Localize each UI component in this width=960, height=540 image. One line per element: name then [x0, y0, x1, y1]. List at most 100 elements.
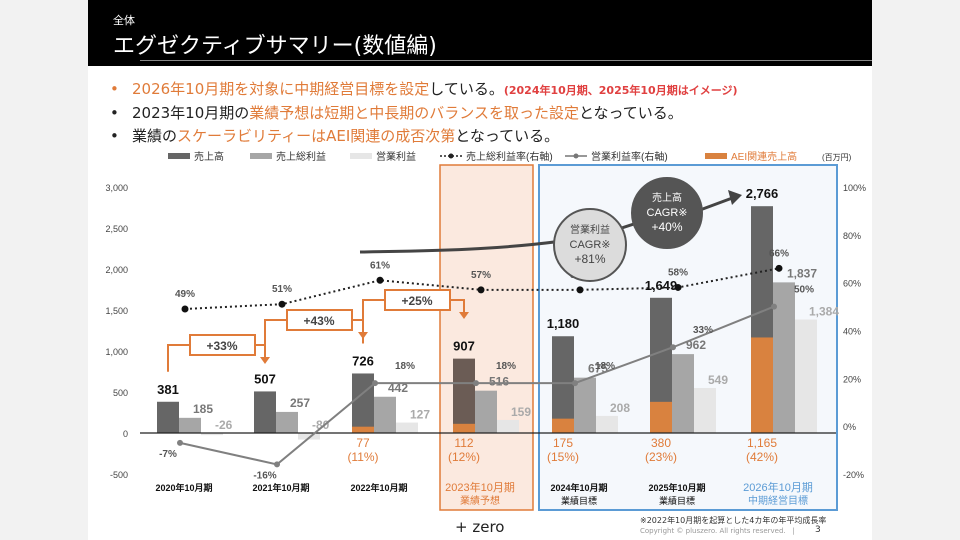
label-gross-profit: 516 [489, 375, 509, 389]
category-label: 2022年10月期 [350, 482, 407, 493]
bullet-dot: • [110, 104, 119, 122]
label-gross-profit: 962 [686, 338, 706, 352]
bar-sales [352, 373, 374, 433]
left-axis-tick: 0 [123, 429, 128, 439]
section-label: 全体 [113, 14, 135, 27]
cagr-value: +40% [651, 220, 682, 234]
copyright: Copyright © pluszero. All rights reserve… [640, 527, 795, 535]
bullet-list: • 2026年10月期を対象に中期経営目標を設定している。(2024年10月期、2… [110, 78, 870, 148]
point-gross-margin [775, 264, 783, 272]
bar-aei [552, 418, 574, 433]
category-label: 2025年10月期 [648, 482, 705, 493]
point-operating-margin [572, 380, 578, 387]
bullet-item: • 2023年10月期の業績予想は短期と中長期のバランスを取った設定となっている。 [110, 102, 870, 125]
bullet-text: (2024年10月期、2025年10月期はイメージ) [503, 84, 738, 97]
left-axis-tick: 1,000 [105, 347, 128, 357]
legend-swatch [448, 153, 454, 159]
point-operating-margin [177, 439, 183, 446]
bullet-text: となっている。 [578, 104, 683, 122]
point-operating-margin [473, 380, 479, 387]
bar-gross-profit [179, 417, 201, 433]
label-operating-margin: -7% [159, 449, 177, 460]
label-operating-margin: 18% [395, 361, 415, 372]
left-axis-tick: 2,000 [105, 265, 128, 275]
label-operating-profit: 127 [410, 408, 430, 422]
point-gross-margin [674, 283, 682, 291]
point-gross-margin [477, 286, 485, 294]
bullet-item: • 2026年10月期を対象に中期経営目標を設定している。(2024年10月期、2… [110, 78, 870, 102]
label-aei-share: (15%) [547, 450, 579, 464]
label-operating-margin: 18% [496, 361, 516, 372]
category-sublabel: 中期経営目標 [748, 494, 808, 507]
label-aei: 112 [454, 436, 473, 450]
label-operating-profit: 208 [610, 401, 630, 415]
point-gross-margin [278, 300, 286, 308]
cagr-title: 営業利益 [570, 223, 610, 236]
bar-sales [453, 358, 475, 433]
label-aei-share: (42%) [746, 450, 778, 464]
label-gross-margin: 58% [668, 267, 688, 278]
bullet-item: • 業績のスケーラビリティーはAEI関連の成否次第となっている。 [110, 125, 870, 148]
trend-arrow-icon [728, 190, 742, 205]
right-axis-tick: 40% [843, 327, 861, 337]
growth-label: +25% [401, 294, 432, 308]
label-gross-profit: 442 [388, 381, 408, 395]
slide-header: 全体 エグゼクティブサマリー(数値編) [88, 0, 872, 66]
point-operating-margin [670, 344, 676, 351]
bar-gross-profit [475, 390, 497, 433]
label-gross-profit: 1,837 [787, 266, 817, 280]
bar-operating-profit [201, 433, 223, 436]
copyright-text: Copyright © pluszero. All rights reserve… [640, 527, 786, 535]
label-operating-profit: -80 [312, 418, 330, 432]
label-gross-margin: 57% [471, 270, 491, 281]
right-axis-tick: 80% [843, 231, 861, 241]
bar-gross-profit [773, 282, 795, 433]
cagr-title: 売上高 [652, 191, 682, 204]
left-axis-tick: 2,500 [105, 224, 128, 234]
label-gross-profit: 185 [193, 402, 213, 416]
right-axis-tick: 20% [843, 374, 861, 384]
category-label: 2023年10月期 [445, 480, 515, 494]
label-sales: 726 [352, 353, 374, 368]
bullet-text: スケーラビリティーはAEI関連の成否次第 [177, 127, 456, 145]
label-operating-margin: 50% [794, 285, 814, 296]
bullet-text: 2026年10月期を対象に中期経営目標を設定 [132, 80, 430, 98]
label-sales: 381 [157, 382, 179, 397]
page-title: エグゼクティブサマリー(数値編) [113, 34, 437, 59]
label-sales: 507 [254, 371, 276, 386]
label-sales: 2,766 [746, 186, 779, 201]
separator: | [792, 527, 795, 535]
legend-swatch [250, 153, 272, 159]
growth-bracket [167, 344, 190, 372]
label-operating-profit: 1,384 [809, 305, 839, 319]
bullet-text: 業績予想は短期と中長期のバランスを取った設定 [249, 104, 579, 122]
point-operating-margin [372, 380, 378, 387]
unit-label: (百万円) [822, 153, 852, 162]
growth-label: +33% [206, 339, 237, 353]
legend-label: AEI関連売上高 [731, 150, 797, 163]
forecast-region [439, 164, 534, 511]
bar-operating-profit [596, 415, 618, 433]
category-label: 2021年10月期 [252, 482, 309, 493]
growth-bracket [255, 344, 266, 359]
company-logo: + zero [455, 518, 505, 536]
cagr-bubble [553, 208, 627, 282]
point-operating-margin [274, 461, 280, 468]
category-sublabel: 業績予想 [460, 494, 500, 507]
category-label: 2020年10月期 [155, 482, 212, 493]
label-operating-profit: 159 [511, 405, 531, 419]
cagr-bubble [631, 177, 703, 249]
cagr-metric: CAGR※ [647, 207, 688, 219]
bar-gross-profit [672, 354, 694, 433]
bar-gross-profit [574, 377, 596, 433]
left-axis-tick: 1,500 [105, 306, 128, 316]
bar-gross-profit [276, 411, 298, 433]
label-operating-profit: -26 [215, 418, 233, 432]
bullet-text: 2023年10月期の [132, 104, 250, 122]
right-axis-tick: 0% [843, 422, 856, 432]
left-axis-tick: 500 [113, 388, 128, 398]
page-number: 3 [815, 525, 821, 535]
legend-label: 営業利益 [376, 150, 416, 163]
point-operating-margin [771, 303, 777, 310]
